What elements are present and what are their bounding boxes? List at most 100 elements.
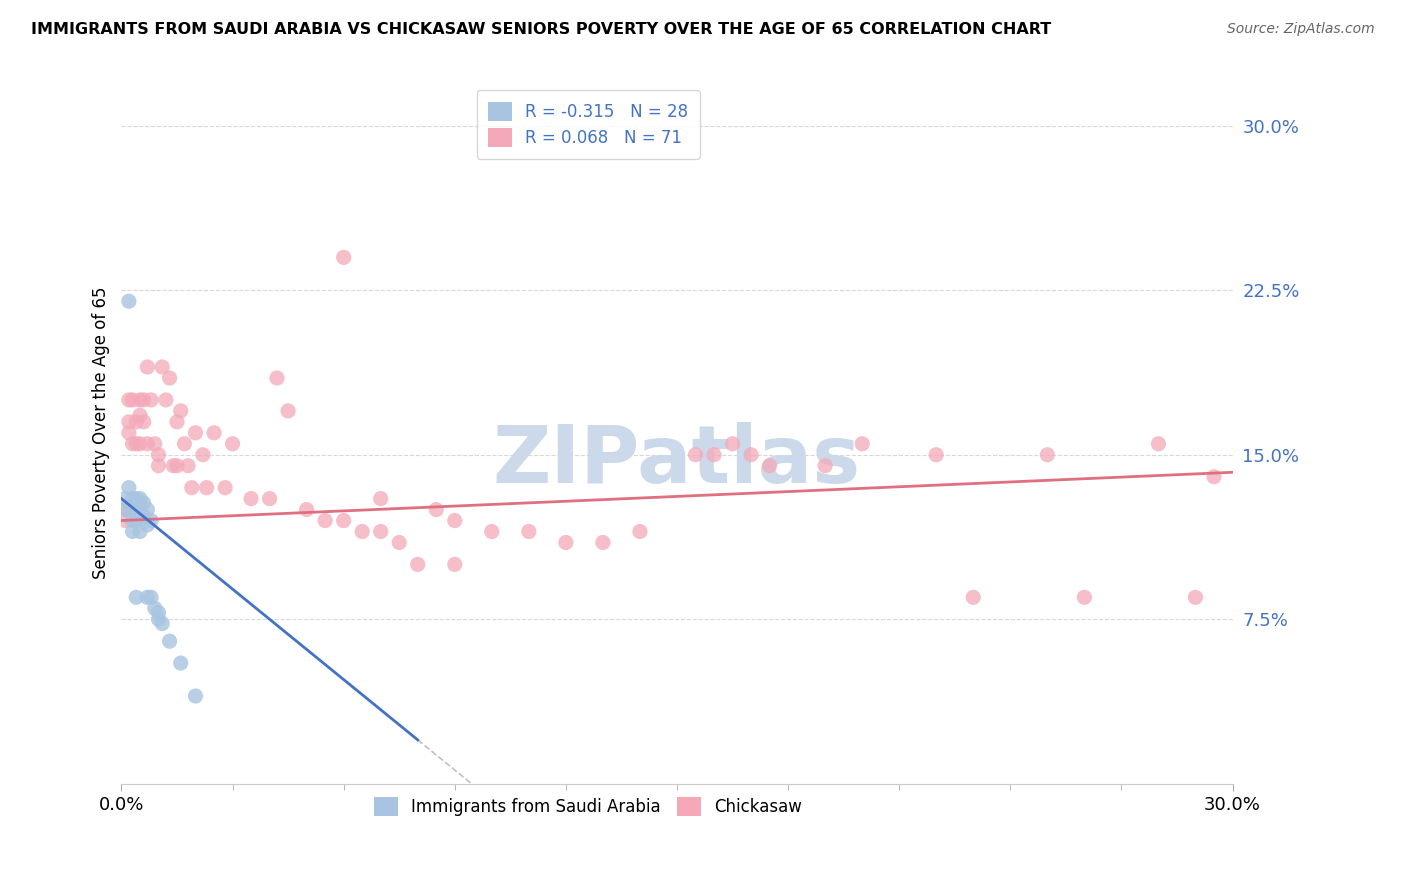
Point	[129, 491, 152, 506]
Point	[118, 294, 141, 309]
Point	[517, 524, 540, 539]
Point	[1184, 591, 1206, 605]
Point	[177, 458, 200, 473]
Point	[132, 392, 155, 407]
Point	[114, 502, 136, 516]
Point	[184, 689, 207, 703]
Point	[148, 612, 170, 626]
Point	[114, 491, 136, 506]
Point	[129, 524, 152, 539]
Point	[443, 514, 465, 528]
Point	[170, 404, 193, 418]
Y-axis label: Seniors Poverty Over the Age of 65: Seniors Poverty Over the Age of 65	[93, 286, 110, 579]
Point	[925, 448, 948, 462]
Point	[159, 634, 181, 648]
Point	[166, 415, 188, 429]
Point	[202, 425, 225, 440]
Point	[148, 458, 170, 473]
Point	[195, 481, 218, 495]
Point	[166, 458, 188, 473]
Point	[121, 514, 143, 528]
Point	[628, 524, 651, 539]
Point	[118, 392, 141, 407]
Point	[159, 371, 181, 385]
Point	[114, 514, 136, 528]
Point	[121, 392, 143, 407]
Point	[180, 481, 202, 495]
Point	[125, 591, 148, 605]
Point	[277, 404, 299, 418]
Point	[129, 502, 152, 516]
Point	[758, 458, 780, 473]
Point	[136, 502, 159, 516]
Point	[851, 437, 873, 451]
Point	[118, 425, 141, 440]
Point	[114, 502, 136, 516]
Point	[240, 491, 263, 506]
Point	[155, 392, 177, 407]
Point	[136, 437, 159, 451]
Point	[443, 558, 465, 572]
Text: ZIPatlas: ZIPatlas	[494, 422, 860, 500]
Point	[118, 481, 141, 495]
Point	[685, 448, 707, 462]
Point	[162, 458, 184, 473]
Point	[266, 371, 288, 385]
Point	[148, 606, 170, 620]
Point	[388, 535, 411, 549]
Text: Source: ZipAtlas.com: Source: ZipAtlas.com	[1227, 22, 1375, 37]
Point	[121, 524, 143, 539]
Legend: Immigrants from Saudi Arabia, Chickasaw: Immigrants from Saudi Arabia, Chickasaw	[366, 789, 810, 824]
Point	[125, 491, 148, 506]
Point	[118, 415, 141, 429]
Point	[125, 437, 148, 451]
Point	[125, 415, 148, 429]
Point	[139, 392, 162, 407]
Point	[406, 558, 429, 572]
Point	[370, 524, 392, 539]
Point	[148, 448, 170, 462]
Point	[814, 458, 837, 473]
Point	[121, 502, 143, 516]
Point	[121, 491, 143, 506]
Point	[314, 514, 336, 528]
Point	[481, 524, 503, 539]
Point	[150, 616, 173, 631]
Point	[1202, 469, 1225, 483]
Point	[214, 481, 236, 495]
Point	[170, 656, 193, 670]
Point	[121, 437, 143, 451]
Point	[125, 514, 148, 528]
Point	[143, 437, 166, 451]
Point	[129, 392, 152, 407]
Point	[221, 437, 243, 451]
Point	[703, 448, 725, 462]
Point	[139, 514, 162, 528]
Point	[332, 251, 354, 265]
Point	[554, 535, 576, 549]
Point	[425, 502, 447, 516]
Point	[136, 591, 159, 605]
Point	[370, 491, 392, 506]
Point	[332, 514, 354, 528]
Point	[259, 491, 281, 506]
Point	[143, 601, 166, 615]
Point	[1036, 448, 1059, 462]
Point	[136, 359, 159, 374]
Point	[132, 509, 155, 524]
Point	[139, 591, 162, 605]
Point	[173, 437, 195, 451]
Point	[129, 409, 152, 423]
Point	[132, 415, 155, 429]
Point	[1073, 591, 1095, 605]
Text: IMMIGRANTS FROM SAUDI ARABIA VS CHICKASAW SENIORS POVERTY OVER THE AGE OF 65 COR: IMMIGRANTS FROM SAUDI ARABIA VS CHICKASA…	[31, 22, 1052, 37]
Point	[352, 524, 374, 539]
Point	[136, 517, 159, 532]
Point	[150, 359, 173, 374]
Point	[295, 502, 318, 516]
Point	[721, 437, 744, 451]
Point	[592, 535, 614, 549]
Point	[184, 425, 207, 440]
Point	[740, 448, 762, 462]
Point	[962, 591, 984, 605]
